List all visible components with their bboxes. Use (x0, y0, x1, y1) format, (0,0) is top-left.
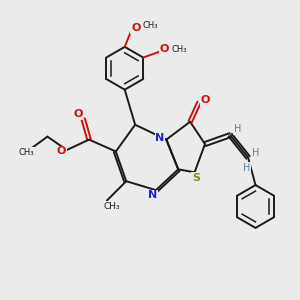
Text: O: O (131, 23, 140, 33)
Text: CH₃: CH₃ (103, 202, 120, 211)
Text: O: O (159, 44, 169, 54)
Text: CH₃: CH₃ (19, 148, 34, 157)
Text: H: H (234, 124, 242, 134)
Text: CH₃: CH₃ (143, 21, 158, 30)
Text: N: N (148, 190, 157, 200)
Text: O: O (57, 146, 66, 157)
Text: CH₃: CH₃ (171, 45, 187, 54)
Text: O: O (201, 95, 210, 105)
Text: H: H (252, 148, 259, 158)
Text: H: H (243, 163, 250, 173)
Text: S: S (192, 172, 200, 183)
Text: N: N (155, 133, 164, 143)
Text: O: O (73, 109, 83, 119)
